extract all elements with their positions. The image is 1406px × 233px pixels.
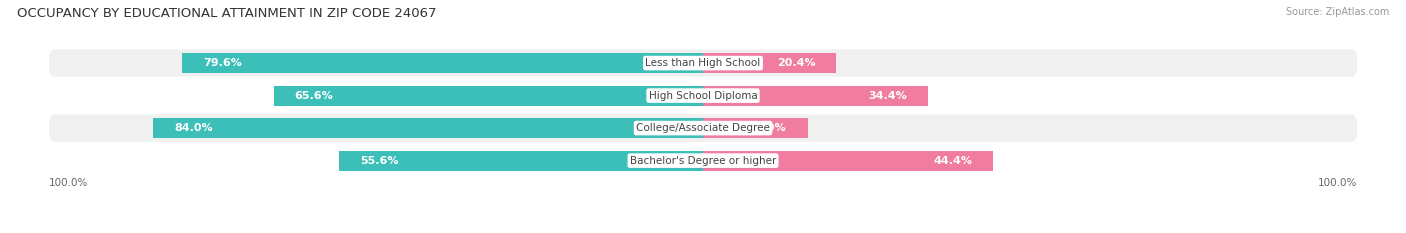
FancyBboxPatch shape <box>49 49 1357 77</box>
Text: 16.0%: 16.0% <box>748 123 787 133</box>
Bar <box>703 53 837 73</box>
FancyBboxPatch shape <box>49 114 1357 142</box>
Text: 84.0%: 84.0% <box>174 123 212 133</box>
Bar <box>183 53 703 73</box>
Text: 100.0%: 100.0% <box>49 178 89 188</box>
Bar <box>703 118 807 138</box>
Text: High School Diploma: High School Diploma <box>648 91 758 101</box>
Bar <box>703 151 994 171</box>
Bar <box>274 86 703 106</box>
Text: 34.4%: 34.4% <box>869 91 907 101</box>
Bar <box>339 151 703 171</box>
Text: 44.4%: 44.4% <box>934 156 973 166</box>
Text: 100.0%: 100.0% <box>1317 178 1357 188</box>
Text: 55.6%: 55.6% <box>360 156 399 166</box>
Bar <box>703 86 928 106</box>
Text: OCCUPANCY BY EDUCATIONAL ATTAINMENT IN ZIP CODE 24067: OCCUPANCY BY EDUCATIONAL ATTAINMENT IN Z… <box>17 7 436 20</box>
FancyBboxPatch shape <box>49 147 1357 174</box>
Text: Bachelor's Degree or higher: Bachelor's Degree or higher <box>630 156 776 166</box>
Text: 79.6%: 79.6% <box>202 58 242 68</box>
Text: Source: ZipAtlas.com: Source: ZipAtlas.com <box>1285 7 1389 17</box>
Text: 65.6%: 65.6% <box>295 91 333 101</box>
Bar <box>153 118 703 138</box>
Text: Less than High School: Less than High School <box>645 58 761 68</box>
Text: College/Associate Degree: College/Associate Degree <box>636 123 770 133</box>
FancyBboxPatch shape <box>49 82 1357 109</box>
Text: 20.4%: 20.4% <box>778 58 815 68</box>
